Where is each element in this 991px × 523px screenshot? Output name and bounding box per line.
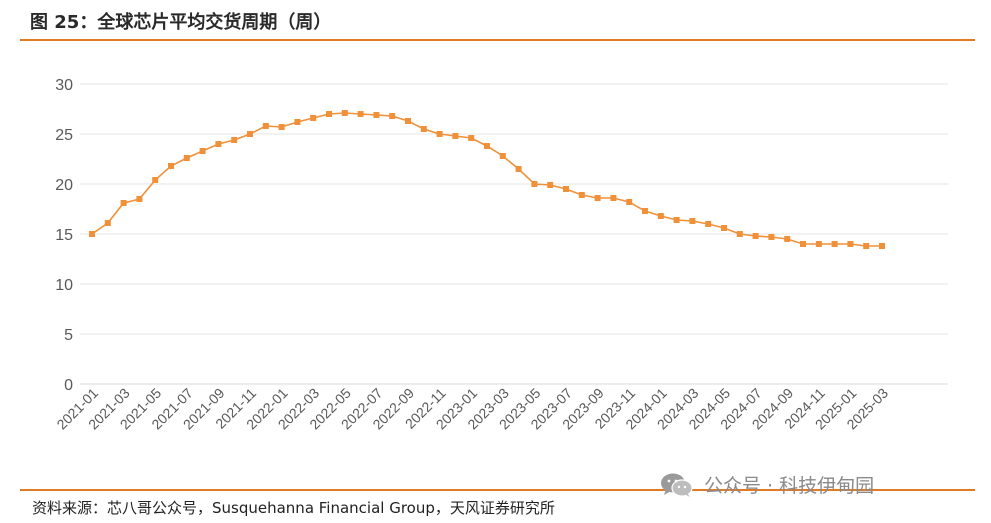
data-point [594, 195, 601, 201]
data-point [310, 115, 317, 121]
data-point [626, 199, 633, 205]
data-point [515, 166, 522, 172]
data-point [294, 119, 301, 125]
data-point [610, 195, 617, 201]
data-point [199, 148, 206, 154]
data-point [673, 217, 680, 223]
data-point [800, 241, 806, 247]
source-note: 资料来源：芯八哥公众号，Susquehanna Financial Group，… [32, 499, 555, 517]
watermark-text: 公众号 · 科技伊甸园 [704, 475, 875, 497]
data-point [231, 137, 238, 143]
title-divider [20, 39, 975, 41]
x-axis-tick-labels: 2021-012021-032021-052021-072021-092021-… [53, 385, 891, 433]
y-tick-label: 15 [55, 227, 73, 244]
figure-title: 图 25：全球芯片平均交货周期（周） [30, 12, 332, 33]
y-tick-label: 25 [55, 127, 73, 144]
data-point [831, 241, 838, 247]
data-point [484, 143, 490, 149]
footer-divider [20, 489, 975, 491]
wechat-icon [661, 473, 693, 497]
data-point [705, 221, 712, 227]
data-point [341, 110, 348, 116]
data-point [436, 131, 443, 137]
y-tick-label: 0 [64, 377, 73, 394]
data-point [752, 233, 759, 239]
data-point [578, 192, 585, 198]
data-point [389, 113, 396, 119]
data-point [563, 186, 569, 192]
data-point [642, 208, 648, 214]
data-point [420, 126, 427, 132]
data-point [357, 111, 364, 117]
y-tick-label: 20 [55, 177, 73, 194]
data-point [168, 163, 174, 169]
data-point [215, 141, 222, 147]
data-point [689, 218, 696, 224]
data-point [120, 200, 127, 206]
data-point [847, 241, 854, 247]
data-point [452, 133, 459, 139]
data-point [183, 155, 190, 161]
data-point [879, 243, 885, 249]
data-point [815, 241, 822, 247]
data-point [784, 236, 791, 242]
data-point [278, 124, 285, 130]
gridlines [80, 83, 948, 385]
watermark: 公众号 · 科技伊甸园 [660, 471, 874, 498]
data-point [863, 243, 870, 249]
data-point [152, 177, 159, 183]
data-point [499, 153, 506, 159]
data-point [373, 112, 380, 118]
data-point [136, 196, 143, 202]
line-chart: 0 5 10 15 20 25 30 2021-012021-032021-052021-0… [53, 77, 948, 433]
data-point [531, 181, 538, 187]
data-point [768, 234, 775, 240]
y-axis-tick-labels: 0 5 10 15 20 25 30 [55, 77, 73, 394]
data-point [736, 231, 743, 237]
y-tick-label: 5 [64, 327, 73, 344]
data-point [247, 131, 253, 137]
y-tick-label: 30 [55, 77, 73, 94]
data-point [547, 182, 554, 188]
data-point [104, 220, 111, 226]
series-line [91, 112, 882, 247]
data-point [262, 123, 269, 129]
data-point [721, 225, 727, 231]
data-point [89, 231, 95, 237]
series-layer [89, 110, 885, 249]
data-point [326, 111, 332, 117]
data-point [468, 135, 475, 141]
y-tick-label: 10 [55, 277, 73, 294]
data-point [657, 213, 664, 219]
data-point [405, 118, 411, 124]
